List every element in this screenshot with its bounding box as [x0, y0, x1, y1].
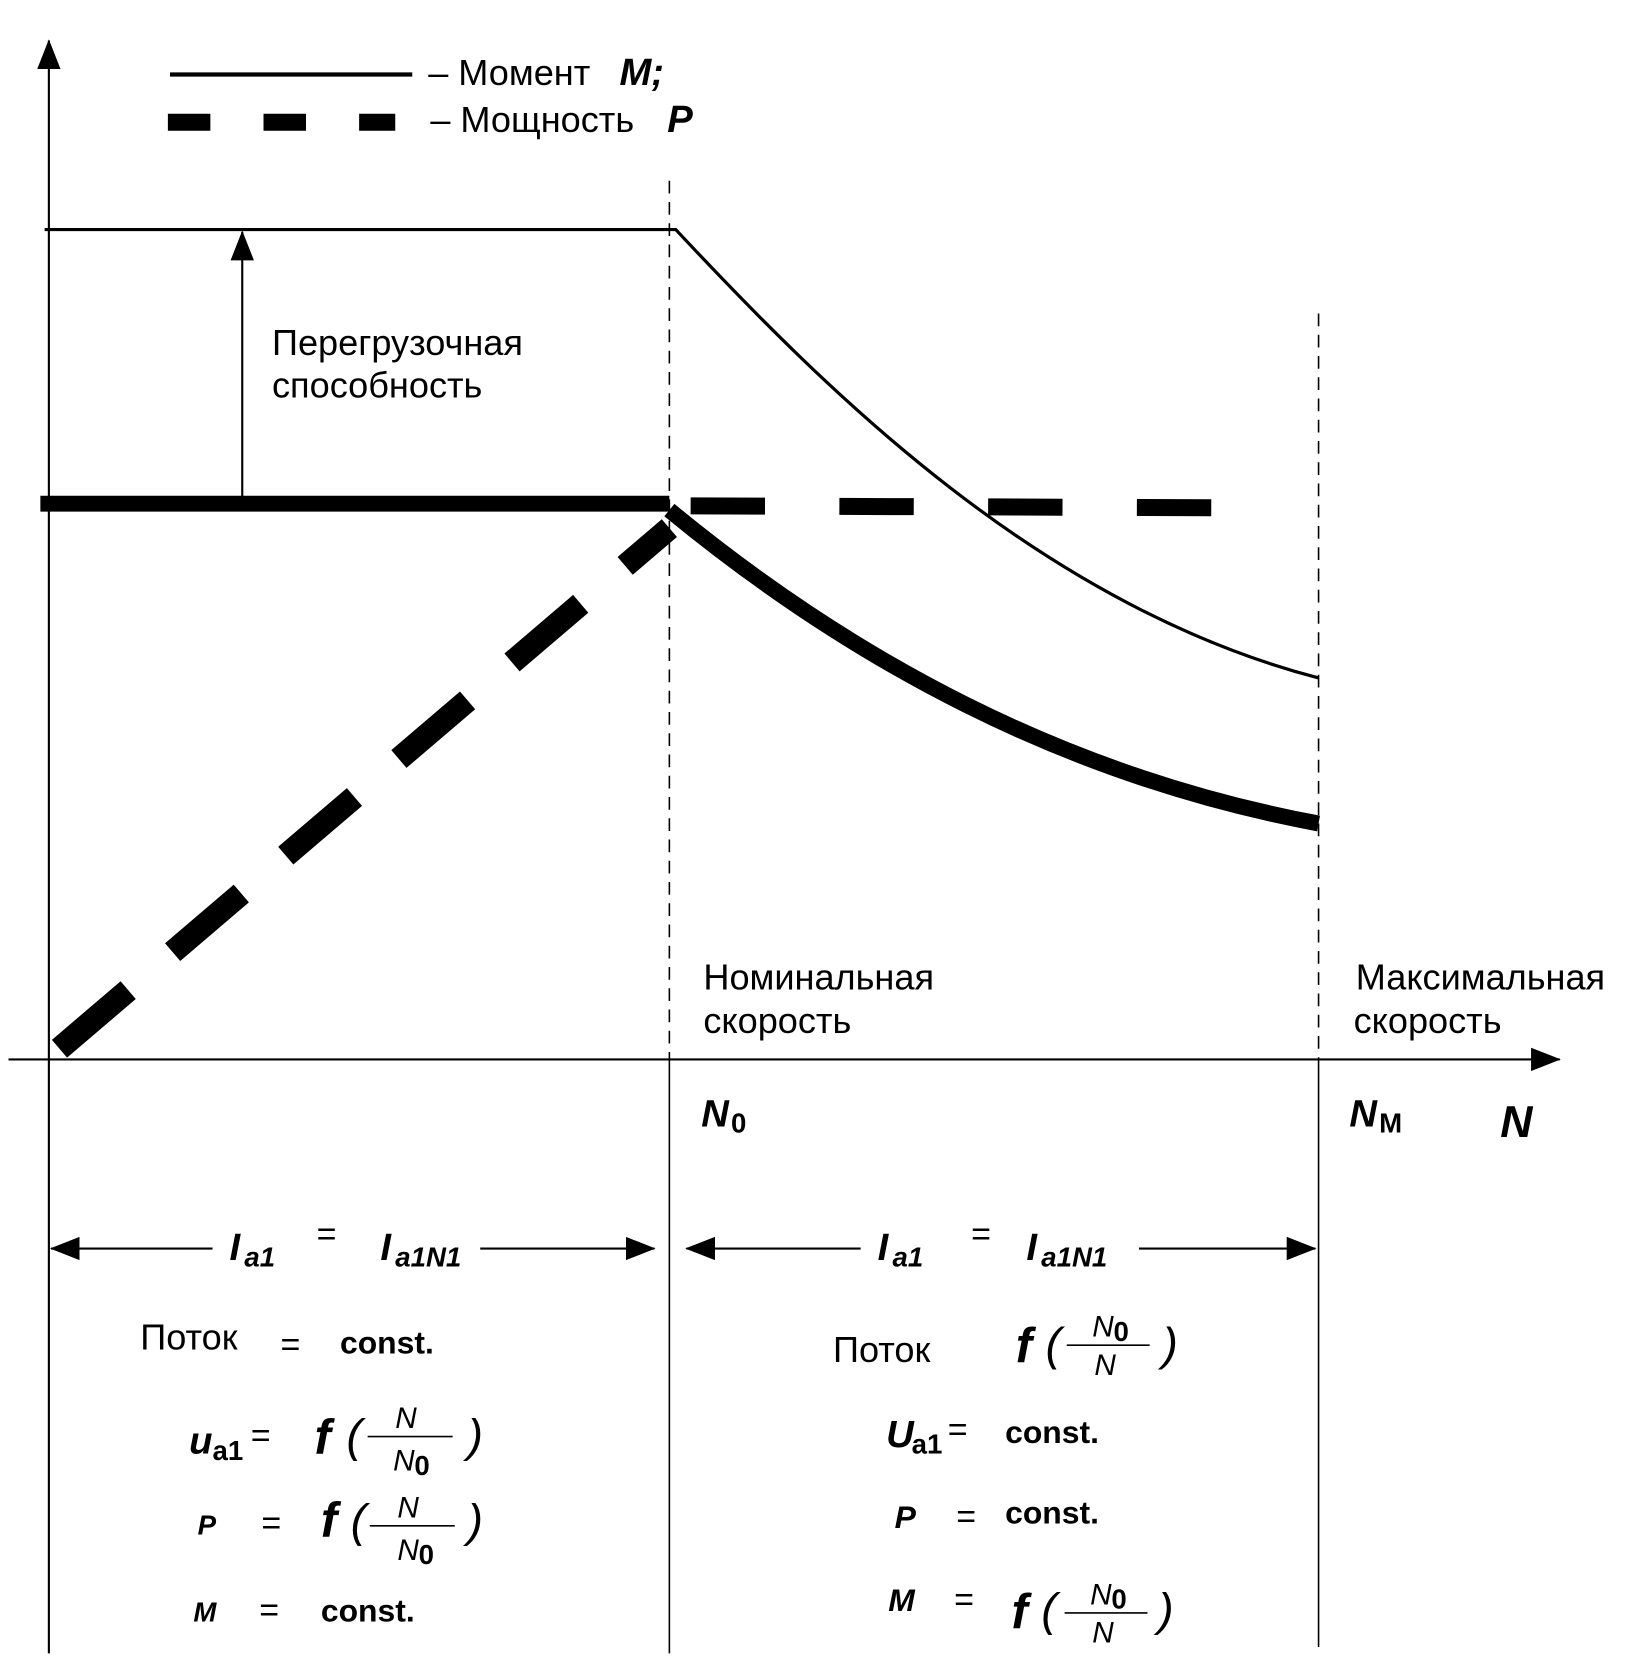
formula: ): [1157, 1318, 1178, 1370]
formula: =: [956, 1498, 976, 1536]
annotation: способность: [272, 364, 482, 405]
formula: 0: [1114, 1316, 1129, 1347]
formula: a1: [244, 1242, 275, 1273]
formula: ): [1153, 1584, 1174, 1636]
legend-symbol: M;: [619, 51, 664, 94]
formula: N: [1094, 1349, 1116, 1382]
formula: (: [1041, 1584, 1061, 1636]
axis-label-sub: M: [1379, 1108, 1402, 1139]
formula: a1: [213, 1435, 244, 1466]
formula: a1N1: [395, 1242, 461, 1273]
legend-label: – Мощность: [430, 99, 634, 140]
formula: (: [346, 1409, 366, 1461]
formula: 0: [419, 1539, 434, 1570]
formula: N: [395, 1402, 417, 1435]
curves: [40, 227, 1321, 1058]
formula: =: [948, 1411, 968, 1449]
legend-label: – Момент: [428, 52, 590, 93]
formula: 0: [414, 1450, 429, 1481]
legend-symbol: P: [667, 98, 693, 141]
formula: P: [198, 1509, 217, 1540]
formula: Поток: [833, 1329, 930, 1370]
axis-label: N: [1349, 1092, 1378, 1135]
annotation: скорость: [1354, 1000, 1502, 1041]
formula: =: [261, 1504, 281, 1542]
formula: N: [393, 1445, 415, 1478]
formula: Поток: [140, 1316, 237, 1357]
axes: [8, 39, 1561, 1654]
formula: I: [380, 1226, 392, 1269]
formula: ): [463, 1409, 484, 1461]
formula: =: [971, 1215, 991, 1253]
formula: 0: [1111, 1584, 1126, 1615]
formula: f: [321, 1493, 342, 1547]
formula: a1: [893, 1242, 924, 1273]
formula: N: [397, 1534, 419, 1567]
formula: N: [1092, 1311, 1114, 1344]
legend: – Момент M; – Мощность P: [167, 51, 693, 141]
formula: =: [281, 1326, 301, 1364]
annotation: Перегрузочная: [272, 322, 523, 363]
formula: u: [189, 1420, 212, 1463]
formula: a1: [912, 1429, 943, 1460]
formula: I: [878, 1226, 890, 1269]
formula: const.: [1005, 1414, 1099, 1450]
formula: =: [317, 1215, 337, 1253]
formula: I: [230, 1226, 242, 1269]
formula: const.: [340, 1325, 434, 1361]
axis-title: N: [1500, 1098, 1533, 1147]
formula: N: [1092, 1617, 1114, 1650]
annotation: Номинальная: [703, 956, 934, 997]
formula: N: [1090, 1578, 1112, 1611]
formula: M: [193, 1596, 217, 1627]
formula: ): [463, 1494, 484, 1546]
formula: f: [315, 1411, 336, 1465]
axis-label-sub: 0: [731, 1108, 746, 1139]
formula: const.: [1005, 1495, 1099, 1531]
formula: I: [1026, 1226, 1038, 1269]
zone-right: I a1 = I a1N1 Поток f ( N 0 N ) U a1 = c…: [685, 1215, 1317, 1650]
formula: a1N1: [1041, 1242, 1107, 1273]
zone-left: I a1 = I a1N1 Поток = const. u a1 = f ( …: [49, 1215, 656, 1629]
formula: const.: [321, 1592, 415, 1628]
axis-label: N: [701, 1092, 730, 1135]
formula: (: [1046, 1318, 1066, 1370]
formula: =: [954, 1581, 974, 1619]
formula: =: [251, 1417, 271, 1455]
annotation: Максимальная: [1356, 956, 1605, 997]
formula: P: [895, 1499, 917, 1535]
annotations: Перегрузочная способность Номинальная ск…: [272, 322, 1605, 1147]
formula: N: [397, 1491, 419, 1524]
formula: f: [1016, 1319, 1037, 1373]
annotation: скорость: [703, 1000, 851, 1041]
formula: U: [886, 1413, 915, 1456]
formula: M: [888, 1582, 916, 1618]
formula: (: [351, 1494, 371, 1546]
formula: f: [1012, 1585, 1033, 1639]
formula: =: [259, 1591, 279, 1629]
